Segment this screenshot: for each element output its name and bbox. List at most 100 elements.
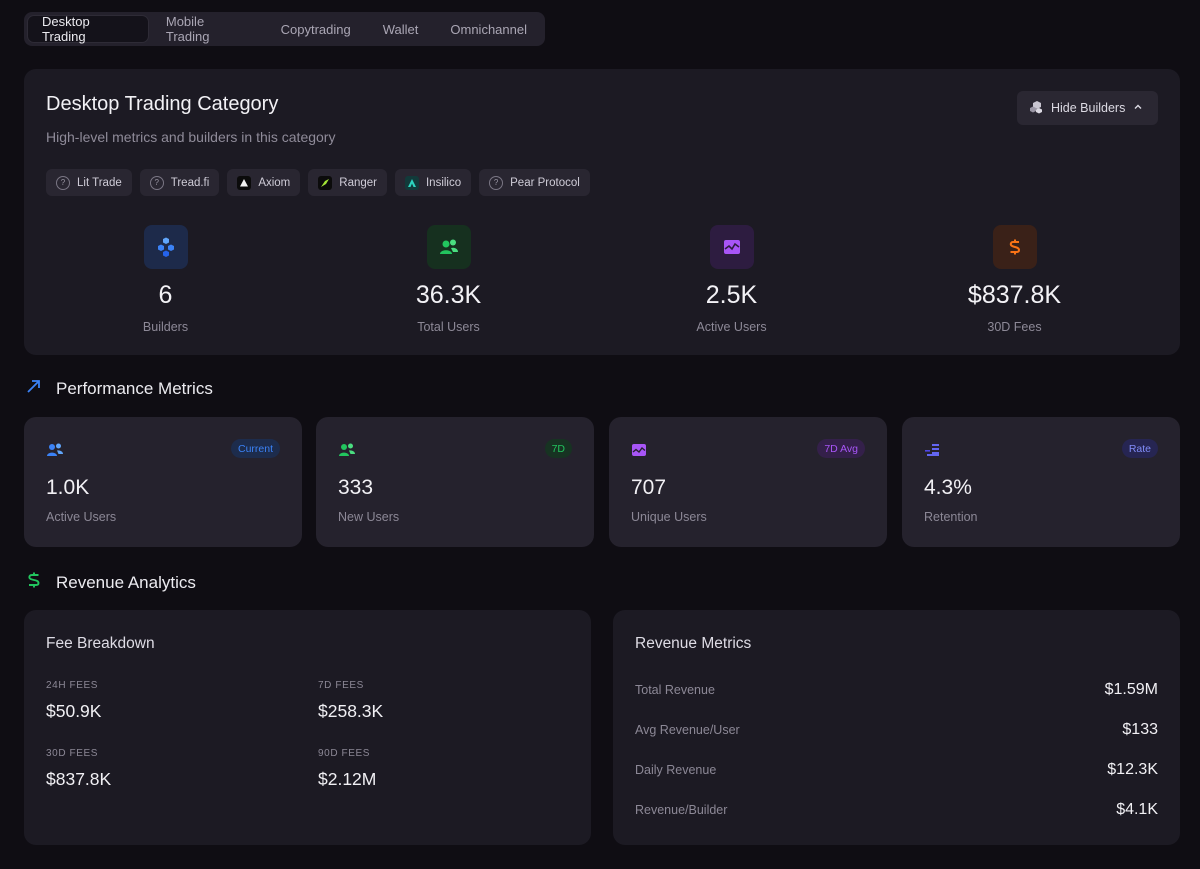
revenue-analytics-header: Revenue Analytics bbox=[26, 571, 196, 594]
metric-value: 333 bbox=[338, 476, 374, 499]
metric-label: Active Users bbox=[46, 510, 117, 524]
fee-value: $258.3K bbox=[318, 701, 384, 721]
hide-builders-button[interactable]: Hide Builders bbox=[1017, 91, 1158, 125]
tab-wallet[interactable]: Wallet bbox=[382, 21, 419, 37]
fee-label: 30D FEES bbox=[46, 748, 99, 759]
revenue-row-total: Total Revenue $1.59M bbox=[635, 681, 1158, 699]
category-card: Desktop Trading Category High-level metr… bbox=[24, 69, 1180, 355]
stat-active-users: 2.5K Active Users bbox=[590, 225, 873, 334]
fee-item-7d: 7D FEES $258.3K bbox=[318, 680, 383, 722]
users-icon bbox=[46, 442, 64, 463]
stat-total-users: 36.3K Total Users bbox=[307, 225, 590, 334]
category-tabs: Desktop Trading Mobile Trading Copytradi… bbox=[24, 12, 545, 46]
performance-metrics-header: Performance Metrics bbox=[26, 378, 213, 399]
chevron-up-icon bbox=[1133, 101, 1143, 115]
question-icon: ? bbox=[56, 175, 70, 190]
users-icon bbox=[426, 225, 471, 269]
dollar-icon bbox=[992, 225, 1037, 269]
builder-chip-label: Insilico bbox=[425, 176, 462, 189]
revenue-metrics-title: Revenue Metrics bbox=[635, 635, 752, 652]
builder-chip-label: Tread.fi bbox=[170, 176, 210, 189]
tab-omnichannel[interactable]: Omnichannel bbox=[450, 21, 527, 37]
stat-30d-fees: $837.8K 30D Fees bbox=[873, 225, 1156, 334]
builder-chip-lit-trade[interactable]: ? Lit Trade bbox=[46, 169, 132, 196]
section-title: Revenue Analytics bbox=[56, 572, 196, 592]
revenue-row-daily: Daily Revenue $12.3K bbox=[635, 761, 1158, 779]
question-icon: ? bbox=[489, 175, 504, 190]
revenue-label: Total Revenue bbox=[635, 683, 715, 697]
builder-chips: ? Lit Trade ? Tread.fi Axiom Ranger Insi… bbox=[46, 169, 590, 196]
metric-card-new-users: 7D 333 New Users bbox=[316, 417, 594, 547]
dollar-icon bbox=[26, 571, 42, 594]
builder-chip-label: Ranger bbox=[339, 176, 377, 189]
builder-chip-pear-protocol[interactable]: ? Pear Protocol bbox=[479, 169, 590, 196]
stat-value: $837.8K bbox=[967, 281, 1062, 309]
metric-label: Unique Users bbox=[631, 510, 707, 524]
stat-value: 36.3K bbox=[415, 281, 482, 309]
fee-breakdown-card: Fee Breakdown 24H FEES $50.9K 7D FEES $2… bbox=[24, 610, 591, 845]
revenue-label: Daily Revenue bbox=[635, 763, 717, 777]
metric-label: New Users bbox=[338, 510, 400, 524]
fee-item-90d: 90D FEES $2.12M bbox=[318, 748, 376, 790]
category-subtitle: High-level metrics and builders in this … bbox=[46, 129, 336, 145]
metric-badge: Rate bbox=[1121, 439, 1158, 458]
fee-item-24h: 24H FEES $50.9K bbox=[46, 680, 101, 722]
revenue-value: $133 bbox=[1122, 721, 1158, 738]
builder-chip-label: Lit Trade bbox=[77, 176, 122, 189]
metric-label: Retention bbox=[924, 510, 978, 524]
category-stats: 6 Builders 36.3K Total Users 2.5K Active… bbox=[24, 225, 1180, 334]
stat-label: Total Users bbox=[417, 320, 480, 334]
revenue-row-per-builder: Revenue/Builder $4.1K bbox=[635, 801, 1158, 819]
builder-chip-ranger[interactable]: Ranger bbox=[308, 169, 387, 196]
builder-chip-tread-fi[interactable]: ? Tread.fi bbox=[139, 169, 220, 196]
metric-badge: 7D bbox=[544, 439, 572, 458]
stat-label: 30D Fees bbox=[987, 320, 1042, 334]
cubes-icon bbox=[143, 225, 188, 269]
fee-breakdown-title: Fee Breakdown bbox=[46, 635, 155, 652]
builders-icon bbox=[1029, 100, 1043, 117]
category-title: Desktop Trading Category bbox=[46, 93, 279, 115]
axiom-logo-icon bbox=[237, 175, 252, 190]
hide-builders-label: Hide Builders bbox=[1051, 101, 1126, 115]
revenue-value: $1.59M bbox=[1104, 681, 1158, 698]
ranger-logo-icon bbox=[318, 175, 333, 190]
fee-label: 90D FEES bbox=[318, 748, 371, 759]
revenue-metrics-card: Revenue Metrics Total Revenue $1.59M Avg… bbox=[613, 610, 1180, 845]
stat-label: Builders bbox=[142, 320, 189, 334]
fee-item-30d: 30D FEES $837.8K bbox=[46, 748, 111, 790]
fee-value: $50.9K bbox=[46, 701, 102, 721]
fee-label: 7D FEES bbox=[318, 680, 364, 691]
fee-label: 24H FEES bbox=[46, 680, 99, 691]
section-title: Performance Metrics bbox=[56, 378, 213, 398]
revenue-row-avg-user: Avg Revenue/User $133 bbox=[635, 721, 1158, 739]
question-icon: ? bbox=[149, 175, 164, 190]
stat-value: 6 bbox=[158, 281, 173, 309]
tab-copytrading[interactable]: Copytrading bbox=[280, 21, 351, 37]
tab-desktop-trading[interactable]: Desktop Trading bbox=[28, 14, 148, 44]
metric-card-retention: Rate 4.3% Retention bbox=[902, 417, 1180, 547]
metric-value: 4.3% bbox=[924, 476, 972, 499]
stat-value: 2.5K bbox=[705, 281, 758, 309]
insilico-logo-icon bbox=[404, 175, 419, 190]
fee-value: $2.12M bbox=[318, 769, 377, 789]
builder-chip-axiom[interactable]: Axiom bbox=[227, 169, 301, 196]
builder-chip-label: Pear Protocol bbox=[510, 176, 580, 189]
stat-builders: 6 Builders bbox=[24, 225, 307, 334]
builder-chip-label: Axiom bbox=[258, 176, 291, 189]
tab-mobile-trading[interactable]: Mobile Trading bbox=[165, 14, 210, 44]
metric-badge: 7D Avg bbox=[817, 439, 865, 458]
metric-card-unique-users: 7D Avg 707 Unique Users bbox=[609, 417, 887, 547]
trend-arrow-icon bbox=[26, 378, 42, 399]
revenue-value: $4.1K bbox=[1116, 801, 1158, 818]
metric-value: 707 bbox=[631, 476, 667, 499]
metric-badge: Current bbox=[230, 439, 280, 458]
revenue-value: $12.3K bbox=[1107, 761, 1158, 778]
metric-value: 1.0K bbox=[46, 476, 90, 499]
users-icon bbox=[338, 442, 356, 463]
activity-icon bbox=[631, 442, 647, 463]
activity-icon bbox=[709, 225, 754, 269]
metric-card-active-users: Current 1.0K Active Users bbox=[24, 417, 302, 547]
stat-label: Active Users bbox=[696, 320, 767, 334]
fee-value: $837.8K bbox=[46, 769, 112, 789]
builder-chip-insilico[interactable]: Insilico bbox=[394, 169, 472, 196]
